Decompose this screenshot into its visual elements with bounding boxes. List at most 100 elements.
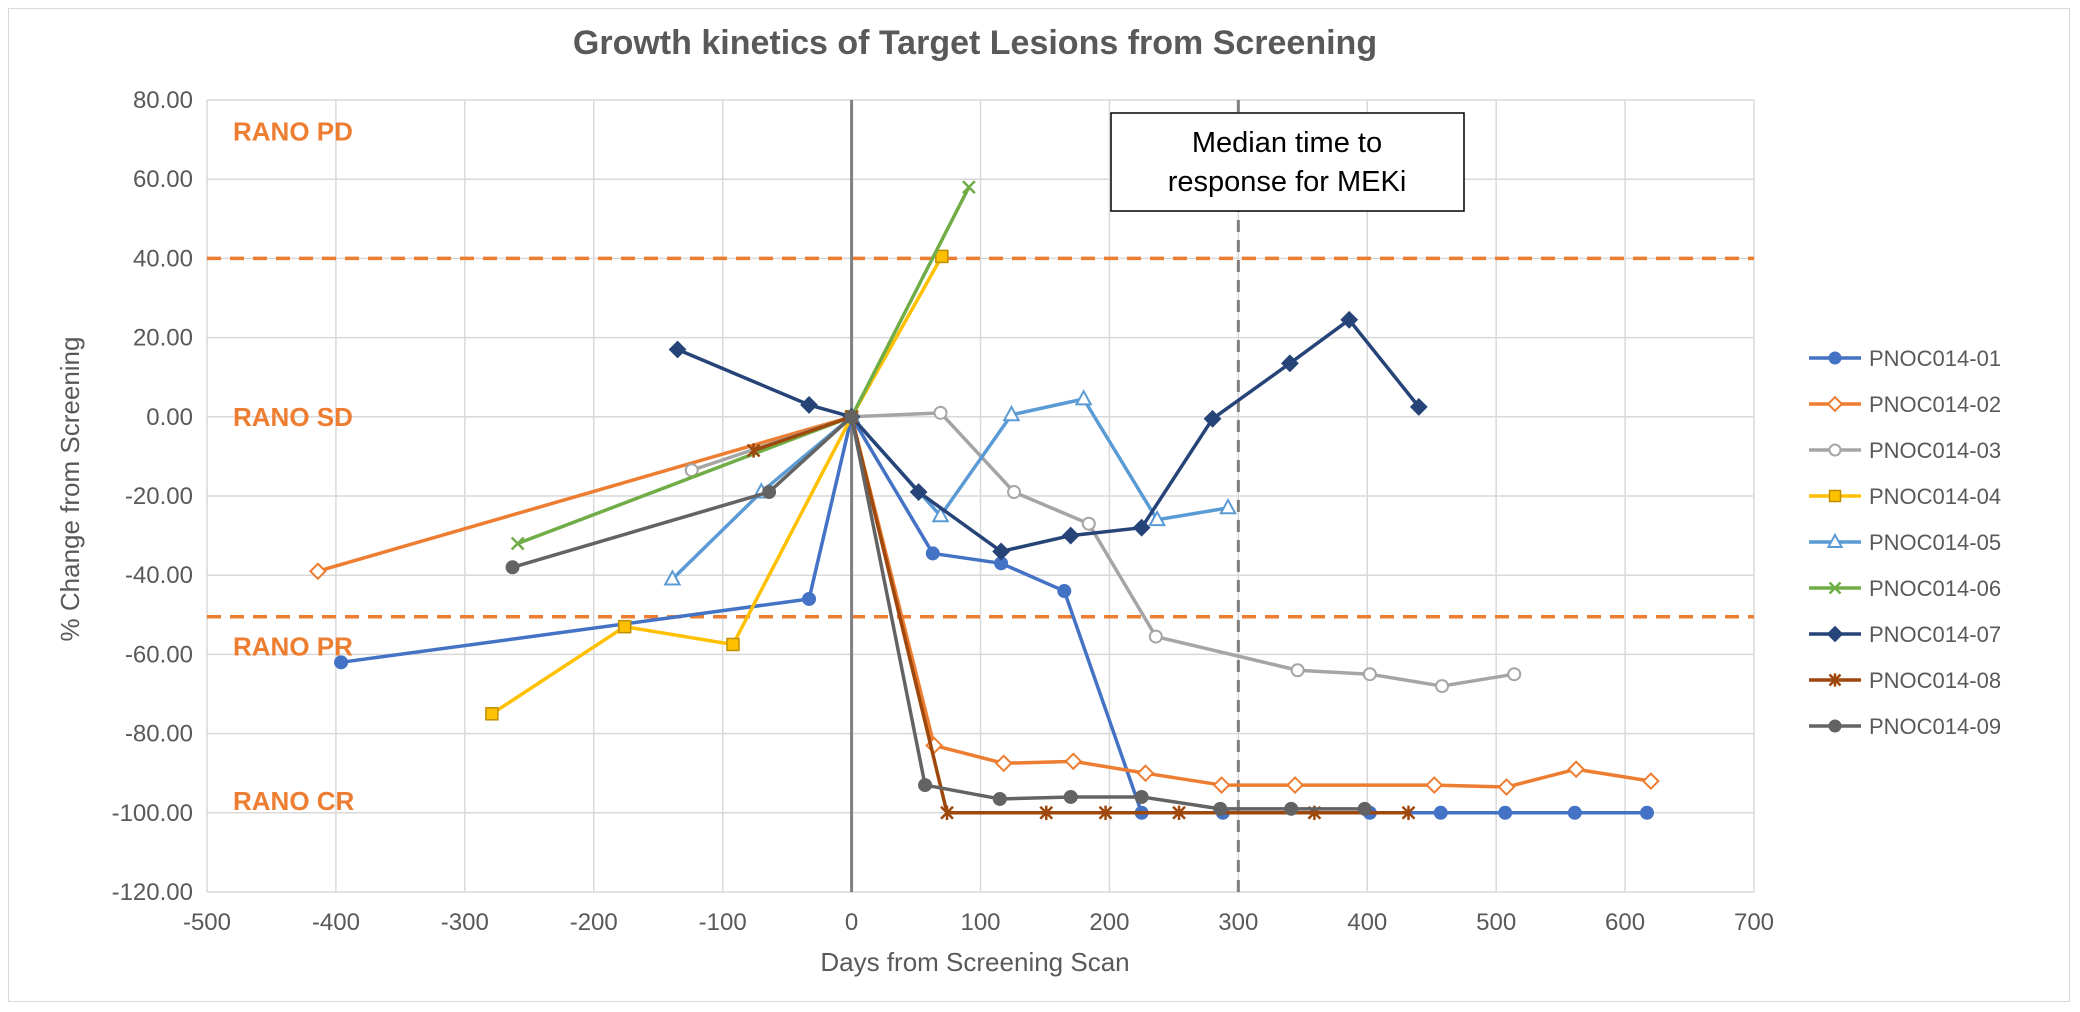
line-chart: Growth kinetics of Target Lesions from S… bbox=[55, 24, 2001, 977]
data-point bbox=[1641, 772, 1660, 791]
data-point bbox=[1284, 801, 1299, 816]
data-point bbox=[505, 560, 520, 575]
y-axis-label: % Change from Screening bbox=[55, 337, 85, 642]
data-point bbox=[1203, 409, 1222, 428]
legend-item[interactable]: PNOC014-04 bbox=[1809, 484, 2001, 509]
data-point bbox=[485, 707, 499, 721]
data-point bbox=[1639, 805, 1654, 820]
data-point bbox=[1212, 776, 1231, 794]
series-line bbox=[691, 411, 1515, 688]
gridlines bbox=[206, 99, 1755, 893]
data-point bbox=[1057, 584, 1072, 599]
reference-lines bbox=[207, 100, 1754, 892]
y-tick-label: 80.00 bbox=[133, 87, 193, 114]
legend[interactable]: PNOC014-01 PNOC014-02 PNOC014-03 PNOC014-04… bbox=[1809, 346, 2001, 739]
chart-title: Growth kinetics of Target Lesions from S… bbox=[573, 24, 1377, 62]
data-point bbox=[925, 546, 940, 561]
x-tick-label: 300 bbox=[1218, 909, 1258, 936]
legend-marker bbox=[1828, 351, 1842, 365]
y-tick-label: 60.00 bbox=[133, 166, 193, 193]
series-line bbox=[490, 255, 944, 716]
legend-item[interactable]: PNOC014-07 bbox=[1809, 622, 2001, 647]
data-point bbox=[800, 396, 818, 414]
data-point bbox=[1280, 354, 1299, 373]
data-point bbox=[1148, 509, 1167, 527]
data-point bbox=[1039, 805, 1054, 820]
tick-labels: -500 -400 -300 -200 -100 0 100 200 300 400 500 600 7… bbox=[112, 87, 1774, 936]
data-point bbox=[931, 505, 950, 523]
series-PNOC014-08 bbox=[746, 409, 1416, 820]
series-PNOC014-09 bbox=[505, 409, 1372, 816]
data-point bbox=[992, 791, 1007, 806]
region-label: RANO CR bbox=[233, 786, 355, 816]
legend-marker bbox=[1828, 443, 1842, 457]
legend-marker bbox=[1826, 395, 1844, 413]
region-label: RANO PR bbox=[233, 631, 353, 661]
median-time-annotation: Median time to response for MEKi bbox=[1110, 112, 1465, 212]
legend-marker bbox=[1828, 489, 1842, 503]
data-point bbox=[663, 569, 682, 586]
y-tick-label: -80.00 bbox=[125, 721, 193, 748]
data-point bbox=[1286, 776, 1304, 794]
legend-item[interactable]: PNOC014-03 bbox=[1809, 438, 2001, 463]
data-point bbox=[1409, 397, 1428, 416]
x-tick-label: 100 bbox=[960, 909, 1000, 936]
legend-label: PNOC014-01 bbox=[1869, 346, 2001, 371]
legend-label: PNOC014-09 bbox=[1869, 714, 2001, 739]
legend-marker bbox=[1826, 532, 1844, 548]
data-point bbox=[1357, 801, 1372, 816]
legend-item[interactable]: PNOC014-08 bbox=[1809, 668, 2001, 693]
data-point bbox=[1290, 663, 1305, 678]
legend-label: PNOC014-08 bbox=[1869, 668, 2001, 693]
x-tick-label: 500 bbox=[1476, 909, 1516, 936]
chart-frame: Growth kinetics of Target Lesions from S… bbox=[8, 8, 2070, 1002]
legend-marker bbox=[1826, 625, 1844, 643]
data-point bbox=[1098, 805, 1113, 820]
data-point bbox=[762, 485, 777, 500]
data-point bbox=[940, 805, 954, 820]
region-labels: RANO PD RANO SD RANO PR RANO CR bbox=[233, 117, 355, 816]
legend-item[interactable]: PNOC014-09 bbox=[1809, 714, 2001, 739]
series-line bbox=[671, 397, 1229, 581]
data-point bbox=[1340, 310, 1359, 329]
data-point bbox=[933, 405, 948, 420]
series-PNOC014-07 bbox=[668, 310, 1428, 561]
legend-item[interactable]: PNOC014-01 bbox=[1809, 346, 2001, 371]
data-point bbox=[746, 443, 761, 458]
series-layer bbox=[308, 180, 1660, 820]
legend-marker bbox=[1828, 719, 1842, 733]
data-point bbox=[1567, 805, 1582, 820]
legend-item[interactable]: PNOC014-02 bbox=[1809, 392, 2001, 417]
x-tick-label: -100 bbox=[699, 909, 747, 936]
y-tick-label: 40.00 bbox=[133, 245, 193, 272]
legend-label: PNOC014-06 bbox=[1869, 576, 2001, 601]
y-tick-label: -100.00 bbox=[112, 800, 193, 827]
legend-label: PNOC014-03 bbox=[1869, 438, 2001, 463]
x-axis-label: Days from Screening Scan bbox=[820, 947, 1129, 977]
x-tick-label: -300 bbox=[441, 909, 489, 936]
data-point bbox=[1064, 752, 1083, 771]
data-point bbox=[1433, 805, 1448, 820]
legend-label: PNOC014-07 bbox=[1869, 622, 2001, 647]
data-point bbox=[1362, 667, 1377, 682]
legend-item[interactable]: PNOC014-05 bbox=[1809, 530, 2001, 555]
y-tick-label: -20.00 bbox=[125, 483, 193, 510]
data-point bbox=[918, 778, 933, 793]
data-point bbox=[909, 483, 928, 501]
legend-label: PNOC014-05 bbox=[1869, 530, 2001, 555]
data-point bbox=[1061, 526, 1080, 545]
x-tick-label: 0 bbox=[845, 909, 858, 936]
data-point bbox=[1007, 485, 1022, 500]
data-point bbox=[1497, 778, 1516, 796]
data-point bbox=[1425, 776, 1444, 794]
series-PNOC014-04 bbox=[485, 249, 949, 721]
data-point bbox=[1134, 789, 1149, 804]
legend-item[interactable]: PNOC014-06 bbox=[1809, 576, 2001, 601]
x-tick-label: 400 bbox=[1347, 909, 1387, 936]
data-point bbox=[962, 180, 976, 195]
x-tick-label: -400 bbox=[312, 909, 360, 936]
y-tick-label: 20.00 bbox=[133, 325, 193, 352]
data-point bbox=[334, 655, 349, 670]
data-point bbox=[1132, 518, 1151, 537]
y-tick-label: 0.00 bbox=[146, 404, 193, 431]
